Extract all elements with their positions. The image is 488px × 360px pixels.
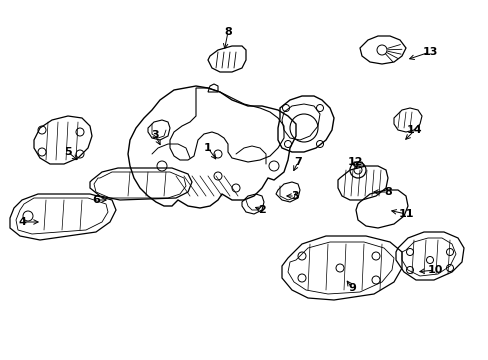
Text: 11: 11 [397, 209, 413, 219]
Text: 1: 1 [203, 143, 211, 153]
Text: 14: 14 [407, 125, 422, 135]
Text: 10: 10 [427, 265, 442, 275]
Text: 3: 3 [151, 130, 159, 140]
Text: 3: 3 [290, 191, 298, 201]
Text: 13: 13 [422, 47, 437, 57]
Text: 6: 6 [92, 195, 100, 205]
Text: 8: 8 [384, 187, 391, 197]
Text: 8: 8 [224, 27, 231, 37]
Text: 4: 4 [18, 217, 26, 227]
Text: 12: 12 [346, 157, 362, 167]
Text: 7: 7 [293, 157, 301, 167]
Text: 5: 5 [64, 147, 72, 157]
Text: 9: 9 [347, 283, 355, 293]
Text: 2: 2 [258, 205, 265, 215]
